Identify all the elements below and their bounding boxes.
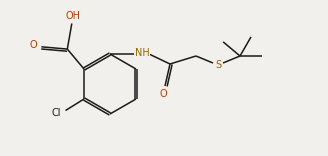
Text: O: O bbox=[30, 40, 37, 50]
Text: O: O bbox=[159, 89, 167, 99]
Text: NH: NH bbox=[134, 48, 149, 58]
Text: Cl: Cl bbox=[52, 108, 61, 118]
Text: S: S bbox=[215, 60, 221, 70]
Text: OH: OH bbox=[65, 12, 80, 22]
